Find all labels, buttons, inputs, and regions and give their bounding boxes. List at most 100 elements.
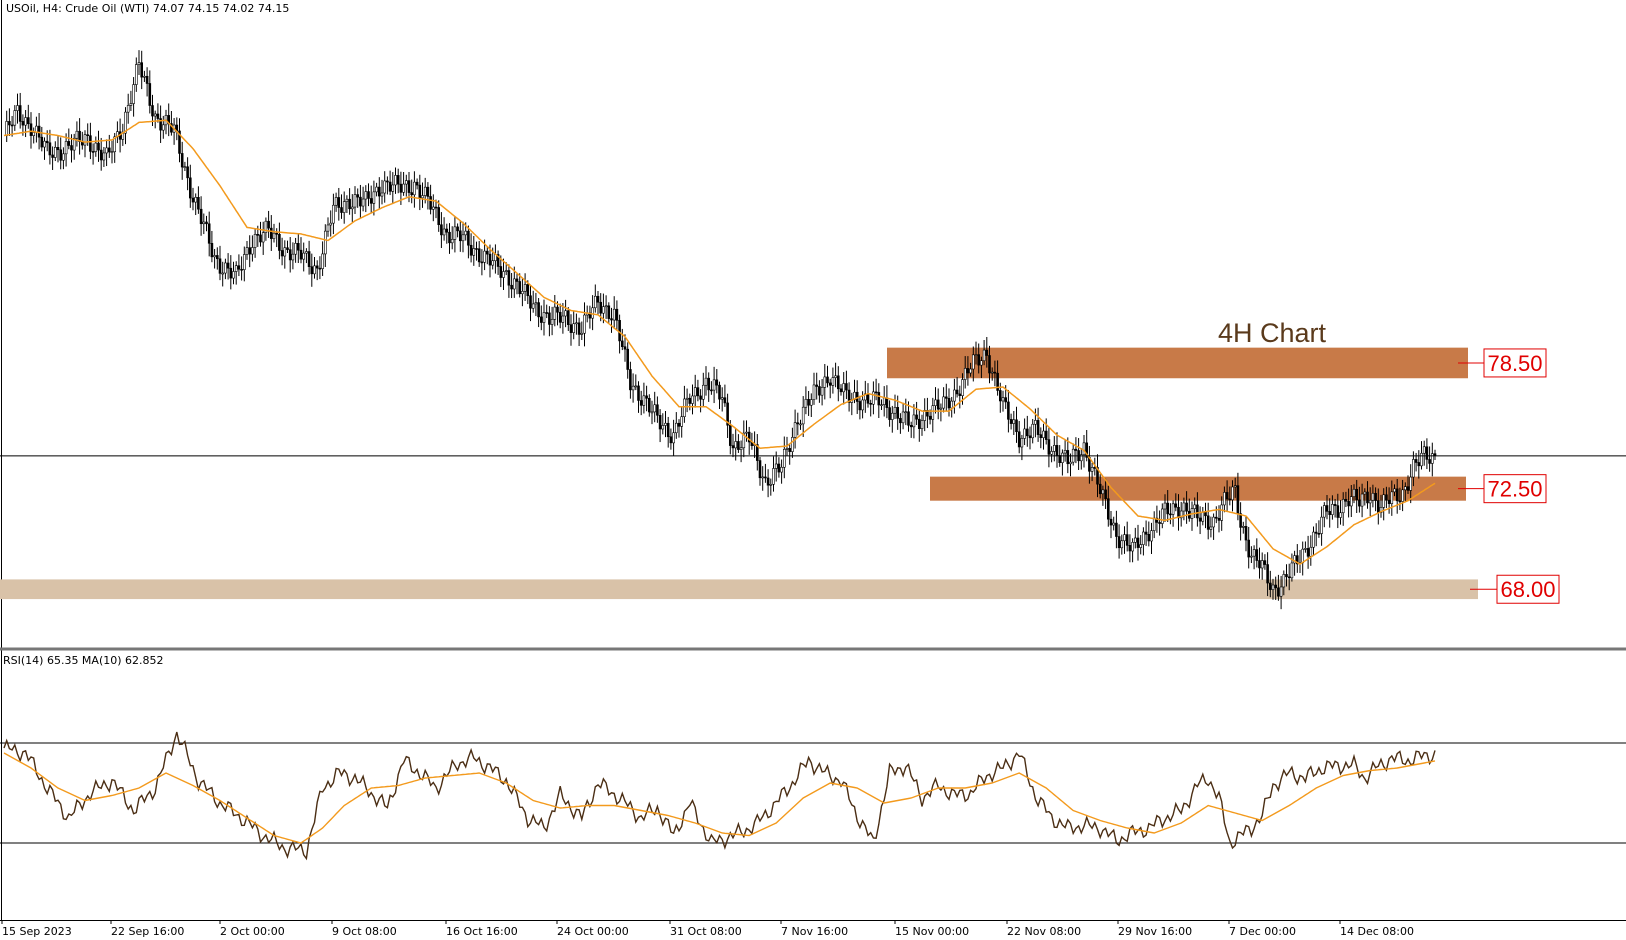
candle	[1223, 486, 1226, 513]
candle	[1142, 527, 1145, 556]
candle	[496, 250, 500, 275]
candle	[348, 188, 351, 215]
candle	[534, 292, 538, 317]
candle	[1080, 448, 1083, 470]
candle	[826, 365, 829, 388]
candle	[661, 413, 665, 435]
candle	[507, 264, 511, 298]
candle	[485, 246, 489, 265]
candle	[305, 248, 308, 264]
candle	[950, 396, 954, 418]
candle	[78, 118, 81, 155]
candle	[529, 285, 532, 322]
candle	[1023, 418, 1026, 446]
candle	[253, 228, 257, 258]
candle	[1363, 488, 1367, 506]
candle	[620, 328, 624, 351]
candle	[650, 400, 654, 425]
candle	[1260, 552, 1264, 580]
candle	[499, 255, 503, 288]
candle	[1274, 576, 1277, 600]
candle	[1188, 498, 1191, 522]
candle	[418, 174, 422, 211]
candle	[126, 93, 130, 124]
candle	[839, 384, 843, 396]
candle	[966, 356, 970, 386]
candle	[618, 314, 621, 354]
candle	[1161, 503, 1164, 529]
candle	[329, 210, 333, 237]
candle	[35, 116, 38, 143]
candle	[901, 402, 905, 430]
candle	[480, 249, 484, 276]
candle	[72, 133, 76, 160]
candle	[639, 390, 643, 416]
candle	[1001, 390, 1005, 412]
candle	[108, 134, 111, 158]
time-tick-label: 22 Nov 08:00	[1007, 925, 1081, 938]
candle	[704, 366, 708, 396]
candle	[450, 226, 454, 250]
candle	[842, 372, 846, 405]
candle	[591, 295, 594, 331]
candle	[1152, 511, 1156, 539]
candle	[777, 457, 781, 478]
candle	[731, 433, 735, 458]
candle	[755, 434, 759, 471]
candle	[105, 139, 108, 167]
candle	[796, 412, 800, 436]
candle	[658, 409, 662, 443]
candle	[313, 256, 316, 279]
candle	[345, 195, 349, 214]
level-markers: 78.50 72.50 68.00	[1458, 348, 1560, 604]
candle	[237, 254, 241, 277]
candle	[64, 133, 68, 167]
candle	[515, 272, 519, 295]
candle	[367, 183, 370, 207]
candle	[1026, 415, 1029, 447]
candle	[1169, 503, 1172, 525]
candle	[550, 306, 554, 336]
candle	[342, 191, 346, 224]
candle	[1420, 441, 1423, 470]
candle	[726, 393, 729, 439]
candle	[1331, 495, 1334, 520]
candle	[677, 419, 681, 438]
candle	[310, 253, 314, 287]
candle	[1112, 516, 1115, 531]
candle	[159, 105, 162, 143]
candle	[1293, 550, 1296, 576]
candle	[1069, 453, 1072, 477]
candle	[858, 395, 862, 420]
candle	[712, 366, 716, 404]
candle	[267, 210, 270, 238]
candle	[1242, 521, 1245, 534]
candle	[1404, 482, 1407, 503]
candle	[874, 378, 878, 401]
candle	[321, 241, 324, 276]
candle	[564, 299, 567, 328]
candle	[583, 302, 586, 347]
candle	[232, 261, 235, 285]
time-tick-label: 16 Oct 16:00	[446, 925, 518, 938]
candle	[283, 240, 287, 269]
candle	[1309, 535, 1313, 566]
candle	[1266, 552, 1269, 597]
candle	[985, 336, 989, 368]
candle	[1074, 437, 1078, 464]
candle	[1398, 487, 1402, 511]
candle	[453, 216, 457, 253]
rsi-line	[3, 731, 1436, 861]
candle	[899, 413, 902, 434]
candle	[969, 362, 972, 377]
candle	[148, 70, 152, 114]
candle	[596, 290, 600, 316]
candle	[1147, 521, 1151, 547]
candle	[890, 405, 894, 433]
candle	[1093, 457, 1097, 476]
candle	[1185, 491, 1188, 524]
candle	[251, 235, 254, 262]
candle	[774, 451, 778, 482]
candle	[383, 171, 387, 203]
